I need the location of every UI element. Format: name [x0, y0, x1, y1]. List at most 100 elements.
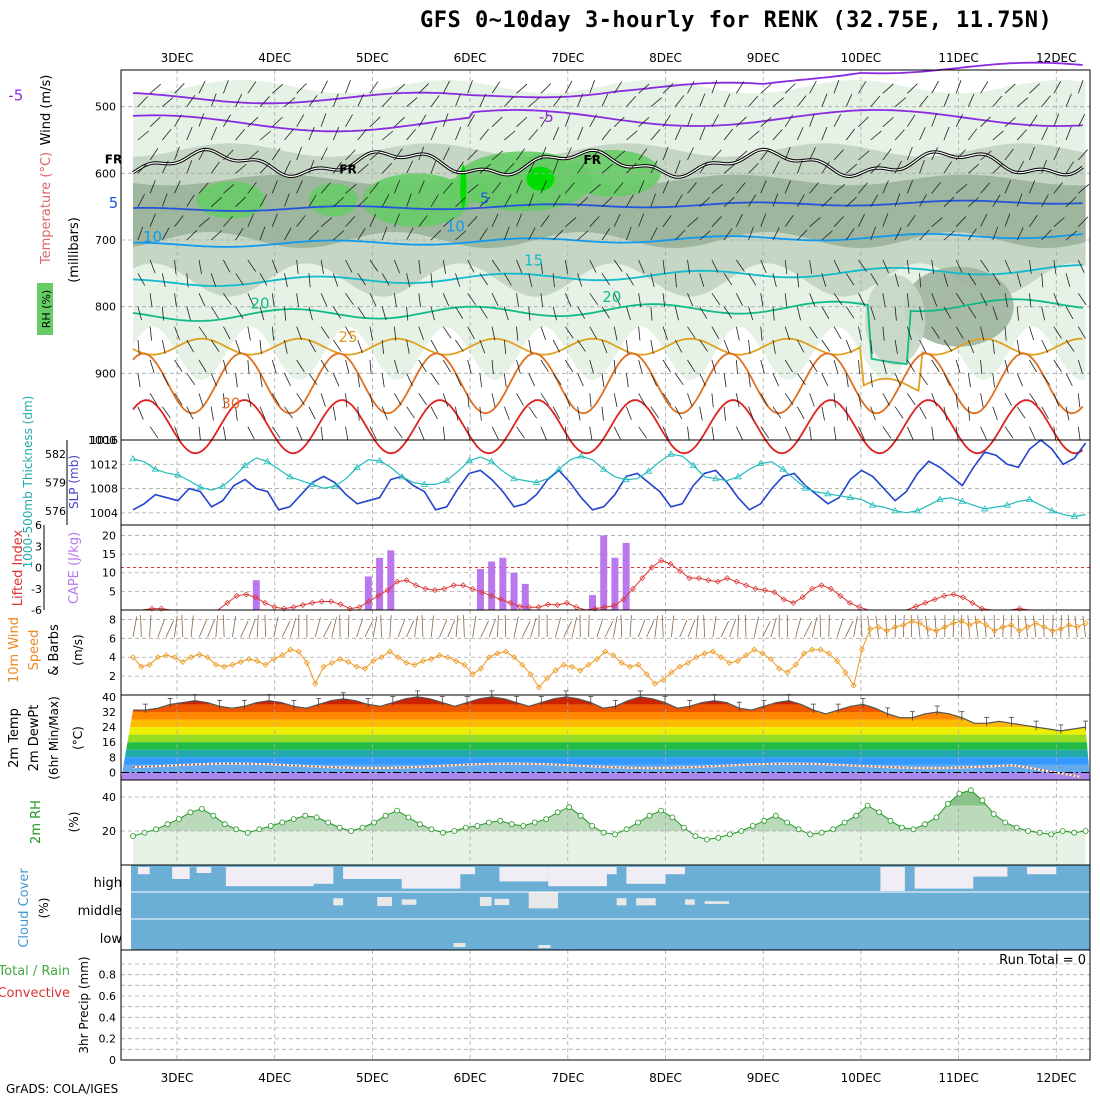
contour-label: -5 — [539, 108, 554, 126]
wind-barb — [858, 293, 866, 306]
wind-barb — [1041, 339, 1049, 353]
wind-barb — [919, 273, 922, 288]
rh-2m-point — [313, 814, 320, 821]
wind-barb — [723, 93, 731, 107]
wind-barb — [980, 359, 983, 374]
wind-barb — [626, 163, 637, 174]
wind-barb — [516, 293, 520, 308]
wind-barb — [894, 97, 907, 107]
temp-contour-35 — [132, 399, 1084, 455]
wind-barb — [723, 339, 730, 354]
wind-barb — [296, 426, 303, 440]
wind-barb — [919, 194, 927, 207]
wind-barb — [711, 359, 717, 374]
wind-barb — [333, 196, 344, 207]
li-point — [412, 582, 419, 589]
cloud-mid-block — [401, 899, 417, 905]
wind-barb — [284, 306, 287, 321]
wind-barb — [784, 293, 788, 308]
wind-barb — [613, 213, 621, 227]
precip-panel: 0 0.2 0.4 0.6 0.8 Run Total = 0 Total / Rain Co… — [0, 949, 1091, 1067]
thickness-point — [510, 474, 518, 482]
wind-barb — [223, 184, 235, 194]
wind-barb — [735, 293, 743, 307]
temp-color-band — [121, 772, 1090, 780]
wind-speed-point — [593, 656, 600, 663]
wind-barb — [137, 273, 146, 286]
wind-barb — [406, 306, 409, 321]
wind-barb — [577, 161, 586, 174]
wind-barb — [687, 80, 695, 94]
wind-barb — [247, 116, 259, 127]
wind-barb — [530, 617, 537, 638]
wind-barb — [662, 146, 669, 161]
li-point — [752, 585, 759, 592]
cloud-mid-block — [494, 898, 510, 906]
thickness-point — [600, 465, 608, 472]
wind-barb — [679, 620, 688, 638]
wind-barb — [137, 96, 148, 107]
wind-barb — [186, 126, 193, 141]
wind-barb — [735, 326, 740, 341]
wind-speed-point — [221, 663, 228, 670]
slp-tick-label: 1004 — [90, 507, 118, 520]
temperature-axis-label: Temperature (°C) — [39, 152, 54, 265]
wind-barb — [882, 259, 889, 273]
wind-barb — [687, 217, 699, 227]
contour-label: 20 — [250, 295, 269, 313]
rh-2m-point — [1025, 828, 1032, 834]
wind-barb — [284, 128, 294, 141]
wind-barb — [968, 273, 977, 286]
wind-speed-point — [370, 657, 377, 665]
wind-barb — [491, 81, 501, 94]
wind-barb — [955, 359, 961, 374]
wind-barb — [491, 393, 496, 408]
cloud-high-block — [597, 867, 617, 875]
date-tick-label: 3DEC — [161, 1071, 194, 1085]
wind-barb — [760, 213, 767, 227]
wind-barb — [418, 146, 425, 161]
wind-barb — [638, 326, 641, 341]
wind-barb — [259, 162, 270, 174]
wind-barb — [491, 116, 503, 127]
cloud-low-block — [538, 945, 551, 948]
thickness-point — [129, 455, 137, 462]
thickness-point — [174, 471, 182, 478]
precip-tick-label: 0.2 — [99, 1033, 117, 1046]
wind-barb — [943, 161, 952, 174]
wind-barb — [931, 147, 938, 161]
wind-barb — [207, 619, 215, 638]
wind-speed-point — [850, 682, 857, 689]
wind-barb — [589, 426, 593, 441]
wind-barb — [626, 406, 632, 420]
rh-2m-point — [554, 809, 561, 816]
slp-tick-label: 1016 — [90, 434, 118, 447]
wind-barb — [821, 306, 830, 319]
wind-barb — [149, 259, 156, 274]
wind-barb — [528, 406, 537, 419]
wind-barb — [198, 147, 206, 161]
wind-speed-point — [187, 654, 195, 661]
wind-barb — [1053, 217, 1065, 227]
wind-barb — [247, 293, 255, 307]
wind-barb — [516, 213, 522, 227]
wind-barb — [247, 259, 257, 272]
wind-barb — [589, 184, 601, 194]
wind-barb — [992, 163, 1004, 174]
wind-barb — [760, 259, 767, 274]
wind-barb — [784, 180, 791, 194]
precip-tick-label: 0.6 — [99, 990, 117, 1003]
wind-barb — [980, 259, 989, 272]
wind-speed-point — [626, 663, 634, 670]
wind-barb — [308, 126, 315, 141]
wind-barb — [332, 93, 339, 107]
rh-2m-point — [462, 824, 469, 831]
wind-barb — [256, 615, 259, 638]
wind-barb — [992, 130, 1004, 141]
rh-2m-point — [279, 819, 286, 826]
wind-barb — [516, 116, 528, 127]
wind-barb — [650, 373, 658, 387]
rh-2m-point — [761, 817, 768, 824]
wind-barb — [980, 326, 985, 341]
wind-barb — [406, 193, 412, 207]
